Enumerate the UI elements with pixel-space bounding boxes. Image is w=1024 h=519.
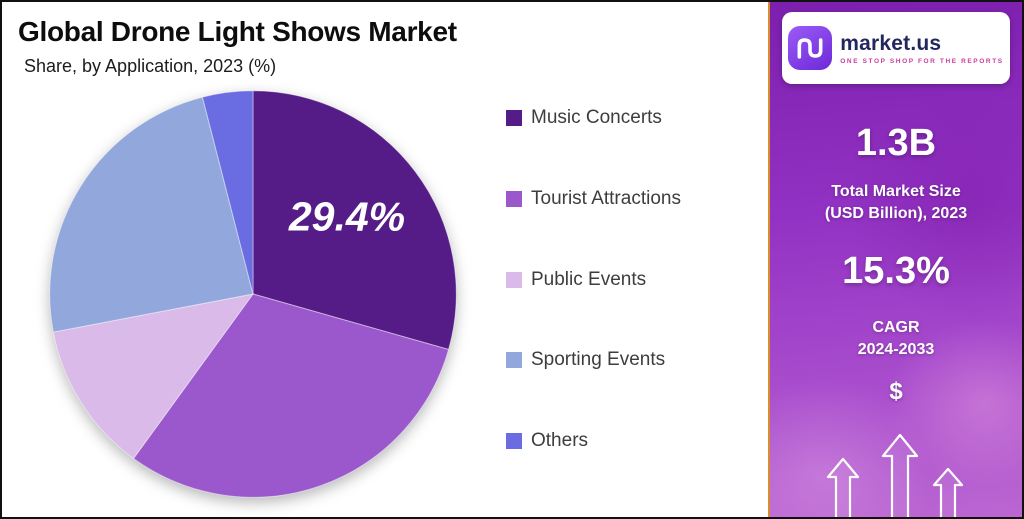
legend-swatch-icon [506, 110, 522, 126]
legend-item-sporting-events: Sporting Events [506, 349, 681, 371]
chart-title: Global Drone Light Shows Market [18, 16, 457, 47]
legend-label: Public Events [531, 268, 647, 290]
stat-cagr-value: 15.3% [842, 250, 950, 293]
stat-cagr-label-line2: 2024-2033 [857, 340, 935, 358]
stat-market-size-value: 1.3B [855, 122, 937, 164]
pie-slice-tourist-attractions [132, 293, 450, 498]
growth-arrows-icon [826, 433, 964, 517]
pie-data-label: 29.4% [288, 194, 405, 240]
logo-text: market.us ONE STOP SHOP FOR THE REPORTS [840, 32, 1003, 65]
stat-market-size-label-line2: (USD Billion), 2023 [824, 204, 968, 222]
chart-body: 29.4% Music Concerts Tourist Attractions… [18, 77, 768, 509]
brand-tagline: ONE STOP SHOP FOR THE REPORTS [840, 57, 1004, 65]
pie-slice-sporting-events [49, 96, 254, 333]
pie-slice-others [201, 90, 254, 295]
stat-market-size-label: Total Market Size (USD Billion), 2023 [825, 181, 967, 224]
pie-slice-music-concerts [252, 90, 457, 351]
pie-chart: 29.4% [49, 90, 457, 498]
legend-item-others: Others [506, 430, 681, 452]
brand-name: market.us [840, 31, 942, 55]
legend-swatch-icon [506, 190, 522, 207]
legend-label: Music Concerts [531, 107, 662, 128]
legend-label: Others [531, 430, 589, 451]
legend-item-public-events: Public Events [506, 269, 681, 291]
stat-cagr-label-line1: CAGR [872, 319, 920, 337]
legend-swatch-icon [506, 433, 522, 449]
legend: Music Concerts Tourist Attractions Publi… [506, 107, 681, 452]
up-arrow-icon [826, 457, 860, 517]
pie-slice-public-events [52, 293, 255, 460]
legend-label: Sporting Events [531, 349, 666, 371]
legend-item-music-concerts: Music Concerts [506, 107, 681, 129]
brand-logo-card: market.us ONE STOP SHOP FOR THE REPORTS [782, 12, 1010, 84]
pie-chart-area: 29.4% [18, 77, 488, 509]
logo-glyph [797, 38, 823, 59]
up-arrow-icon [881, 433, 919, 517]
up-arrow-icon [932, 467, 964, 517]
legend-swatch-icon [506, 352, 522, 369]
stat-market-size-label-line1: Total Market Size [831, 183, 961, 200]
dollar-sign-icon: $ [889, 378, 903, 406]
brand-panel: market.us ONE STOP SHOP FOR THE REPORTS … [768, 2, 1022, 517]
chart-panel: Global Drone Light Shows Market Share, b… [2, 2, 768, 517]
legend-item-tourist-attractions: Tourist Attractions [506, 188, 681, 210]
chart-subtitle: Share, by Application, 2023 (%) [24, 56, 277, 76]
legend-swatch-icon [506, 271, 522, 288]
market-us-monogram-icon [788, 26, 833, 70]
legend-label: Tourist Attractions [531, 187, 681, 209]
stat-cagr-label: CAGR 2024-2033 [858, 317, 935, 360]
